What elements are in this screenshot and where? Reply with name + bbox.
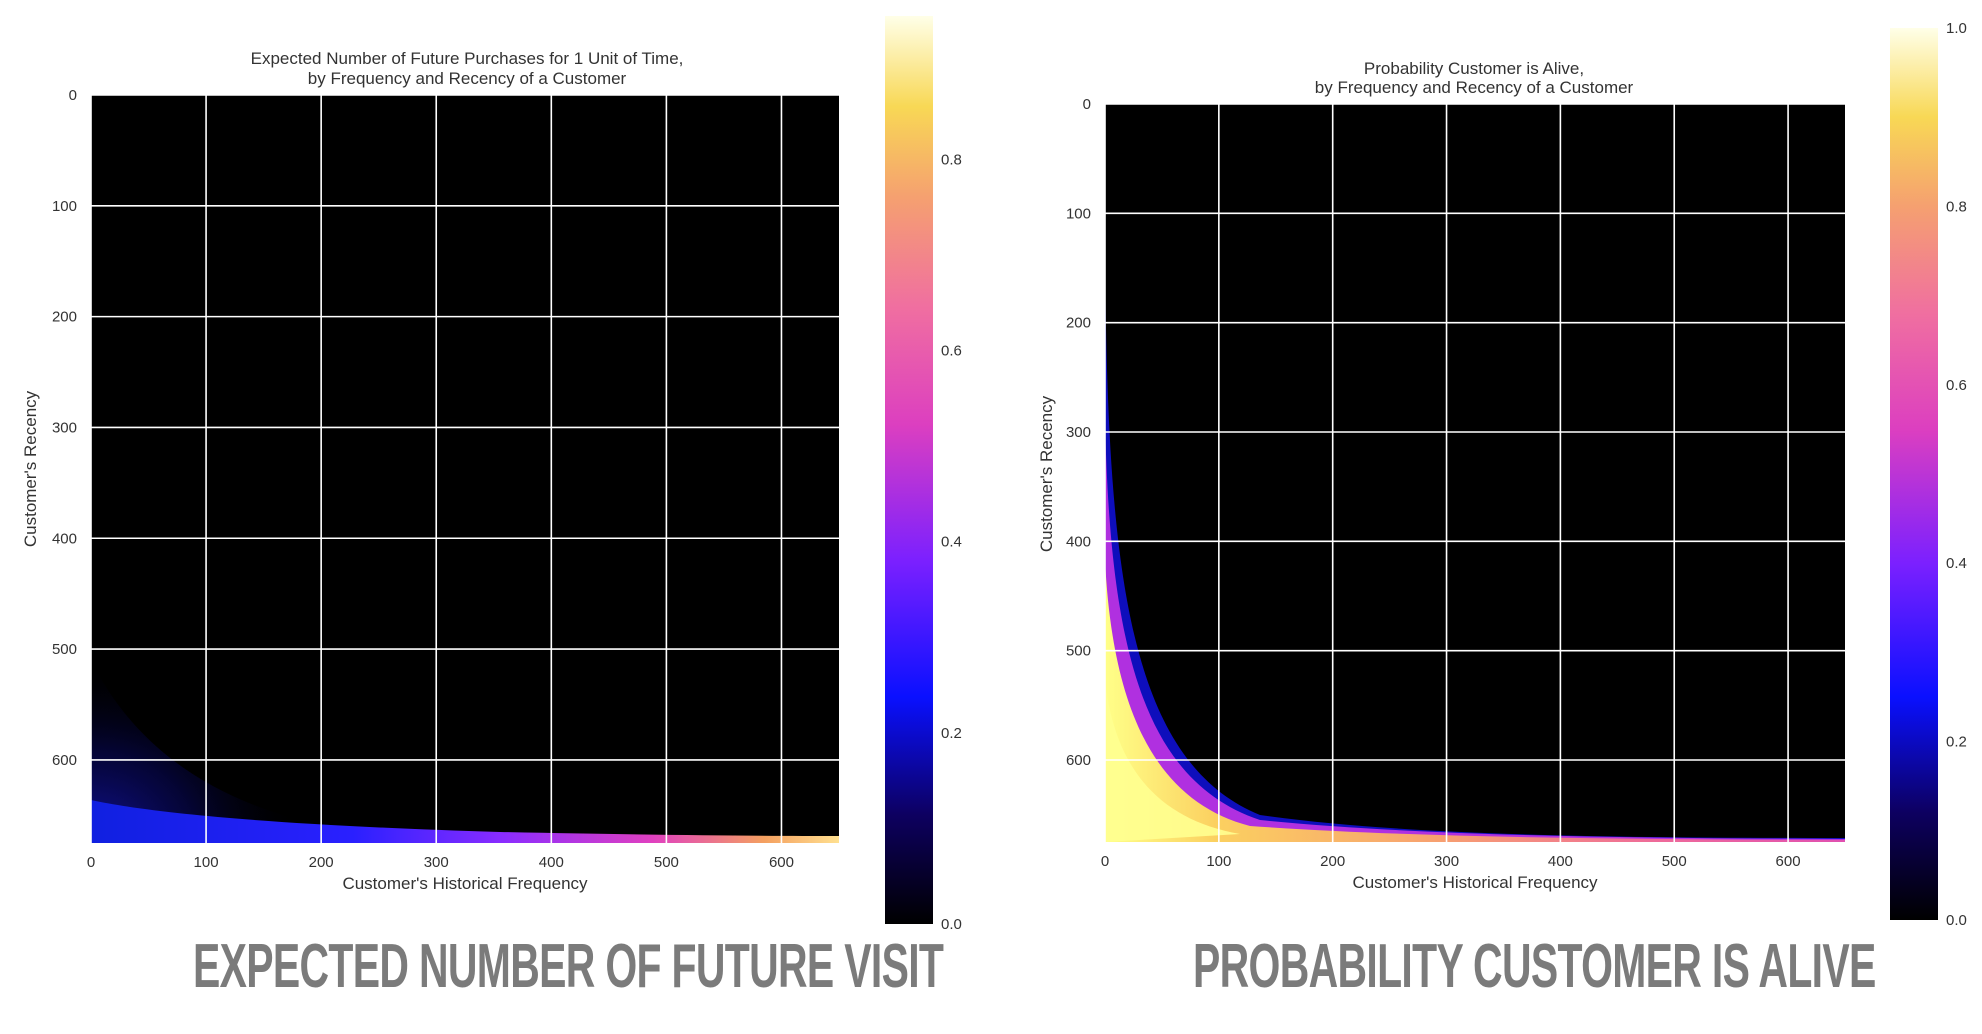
chart2-title-line1: Probability Customer is Alive,: [1364, 59, 1584, 78]
chart2-x-tick-label: 400: [1548, 853, 1573, 870]
chart-probability-alive: Probability Customer is Alive, by Freque…: [1037, 20, 1967, 929]
chart2-x-tick-label: 600: [1776, 853, 1801, 870]
chart1-colorbar-tick-label: 0.0: [941, 916, 962, 933]
chart2-colorbar: [1890, 28, 1938, 920]
chart2-gridlines: [1104, 103, 1845, 842]
chart2-x-tick-label: 100: [1206, 853, 1231, 870]
chart2-x-ticks: 0 100 200 300 400 500 600: [1101, 853, 1801, 870]
chart1-title-line1: Expected Number of Future Purchases for …: [251, 49, 684, 68]
chart1-glow-region: [91, 660, 300, 843]
chart2-y-tick-label: 600: [1066, 752, 1091, 769]
chart1-y-tick-label: 400: [52, 530, 77, 547]
chart1-x-tick-label: 200: [309, 854, 334, 871]
chart1-x-tick-label: 300: [424, 854, 449, 871]
chart2-title-line2: by Frequency and Recency of a Customer: [1315, 78, 1634, 97]
chart2-x-tick-label: 300: [1434, 853, 1459, 870]
chart2-colorbar-tick-label: 0.0: [1946, 912, 1967, 929]
chart2-corner-bright: [1105, 680, 1240, 842]
chart2-x-axis-label: Customer's Historical Frequency: [1352, 873, 1598, 892]
chart1-x-tick-label: 500: [654, 854, 679, 871]
chart2-colorbar-tick-label: 1.0: [1946, 20, 1967, 37]
chart2-y-tick-label: 100: [1066, 205, 1091, 222]
chart2-y-tick-label: 400: [1066, 533, 1091, 550]
chart2-y-tick-label: 300: [1066, 424, 1091, 441]
caption-probability-alive: PROBABILITY CUSTOMER IS ALIVE: [1193, 932, 1876, 1001]
chart1-colorbar-tick-label: 0.2: [941, 725, 962, 742]
chart1-colorbar-ticks: 0.0 0.2 0.4 0.6 0.8: [941, 151, 962, 933]
chart1-gridlines: [90, 94, 839, 843]
chart-expected-purchases: Expected Number of Future Purchases for …: [21, 16, 962, 933]
chart1-x-ticks: 0 100 200 300 400 500 600: [87, 854, 794, 871]
chart1-y-tick-label: 500: [52, 641, 77, 658]
chart2-colorbar-tick-label: 0.4: [1946, 555, 1967, 572]
chart1-x-tick-label: 400: [539, 854, 564, 871]
chart1-x-tick-label: 100: [194, 854, 219, 871]
caption-expected-visits: EXPECTED NUMBER OF FUTURE VISIT: [193, 932, 944, 1001]
chart2-y-axis-label: Customer's Recency: [1037, 395, 1056, 552]
chart2-heatmap-background: [1105, 104, 1845, 842]
chart1-colorbar-tick-label: 0.8: [941, 151, 962, 168]
chart1-colorbar: [885, 16, 933, 924]
chart1-colorbar-tick-label: 0.4: [941, 534, 962, 551]
chart1-y-tick-label: 300: [52, 419, 77, 436]
chart2-x-tick-label: 500: [1662, 853, 1687, 870]
chart2-x-tick-label: 0: [1101, 853, 1109, 870]
chart2-heatmap-highvalues: [1105, 260, 1845, 842]
chart1-x-tick-label: 600: [769, 854, 794, 871]
chart1-y-axis-label: Customer's Recency: [21, 390, 40, 547]
chart1-x-tick-label: 0: [87, 854, 95, 871]
chart1-y-tick-label: 0: [69, 87, 77, 104]
chart2-y-ticks: 0 100 200 300 400 500 600: [1066, 96, 1091, 769]
chart1-y-ticks: 0 100 200 300 400 500 600: [52, 87, 77, 769]
chart1-colorbar-tick-label: 0.6: [941, 343, 962, 360]
chart1-y-tick-label: 600: [52, 752, 77, 769]
chart2-colorbar-tick-label: 0.2: [1946, 734, 1967, 751]
chart1-x-axis-label: Customer's Historical Frequency: [342, 874, 588, 893]
chart2-colorbar-ticks: 0.0 0.2 0.4 0.6 0.8 1.0: [1946, 20, 1967, 929]
chart2-y-tick-label: 200: [1066, 315, 1091, 332]
chart2-x-tick-label: 200: [1320, 853, 1345, 870]
chart1-value-band: [91, 800, 839, 843]
chart2-colorbar-tick-label: 0.8: [1946, 198, 1967, 215]
chart1-heatmap-highvalues: [91, 660, 839, 843]
chart2-y-tick-label: 500: [1066, 643, 1091, 660]
chart2-y-tick-label: 0: [1083, 96, 1091, 113]
chart1-heatmap-background: [91, 95, 839, 843]
chart1-title-line2: by Frequency and Recency of a Customer: [308, 69, 627, 88]
chart1-y-tick-label: 100: [52, 198, 77, 215]
chart2-colorbar-tick-label: 0.6: [1946, 377, 1967, 394]
chart1-y-tick-label: 200: [52, 309, 77, 326]
